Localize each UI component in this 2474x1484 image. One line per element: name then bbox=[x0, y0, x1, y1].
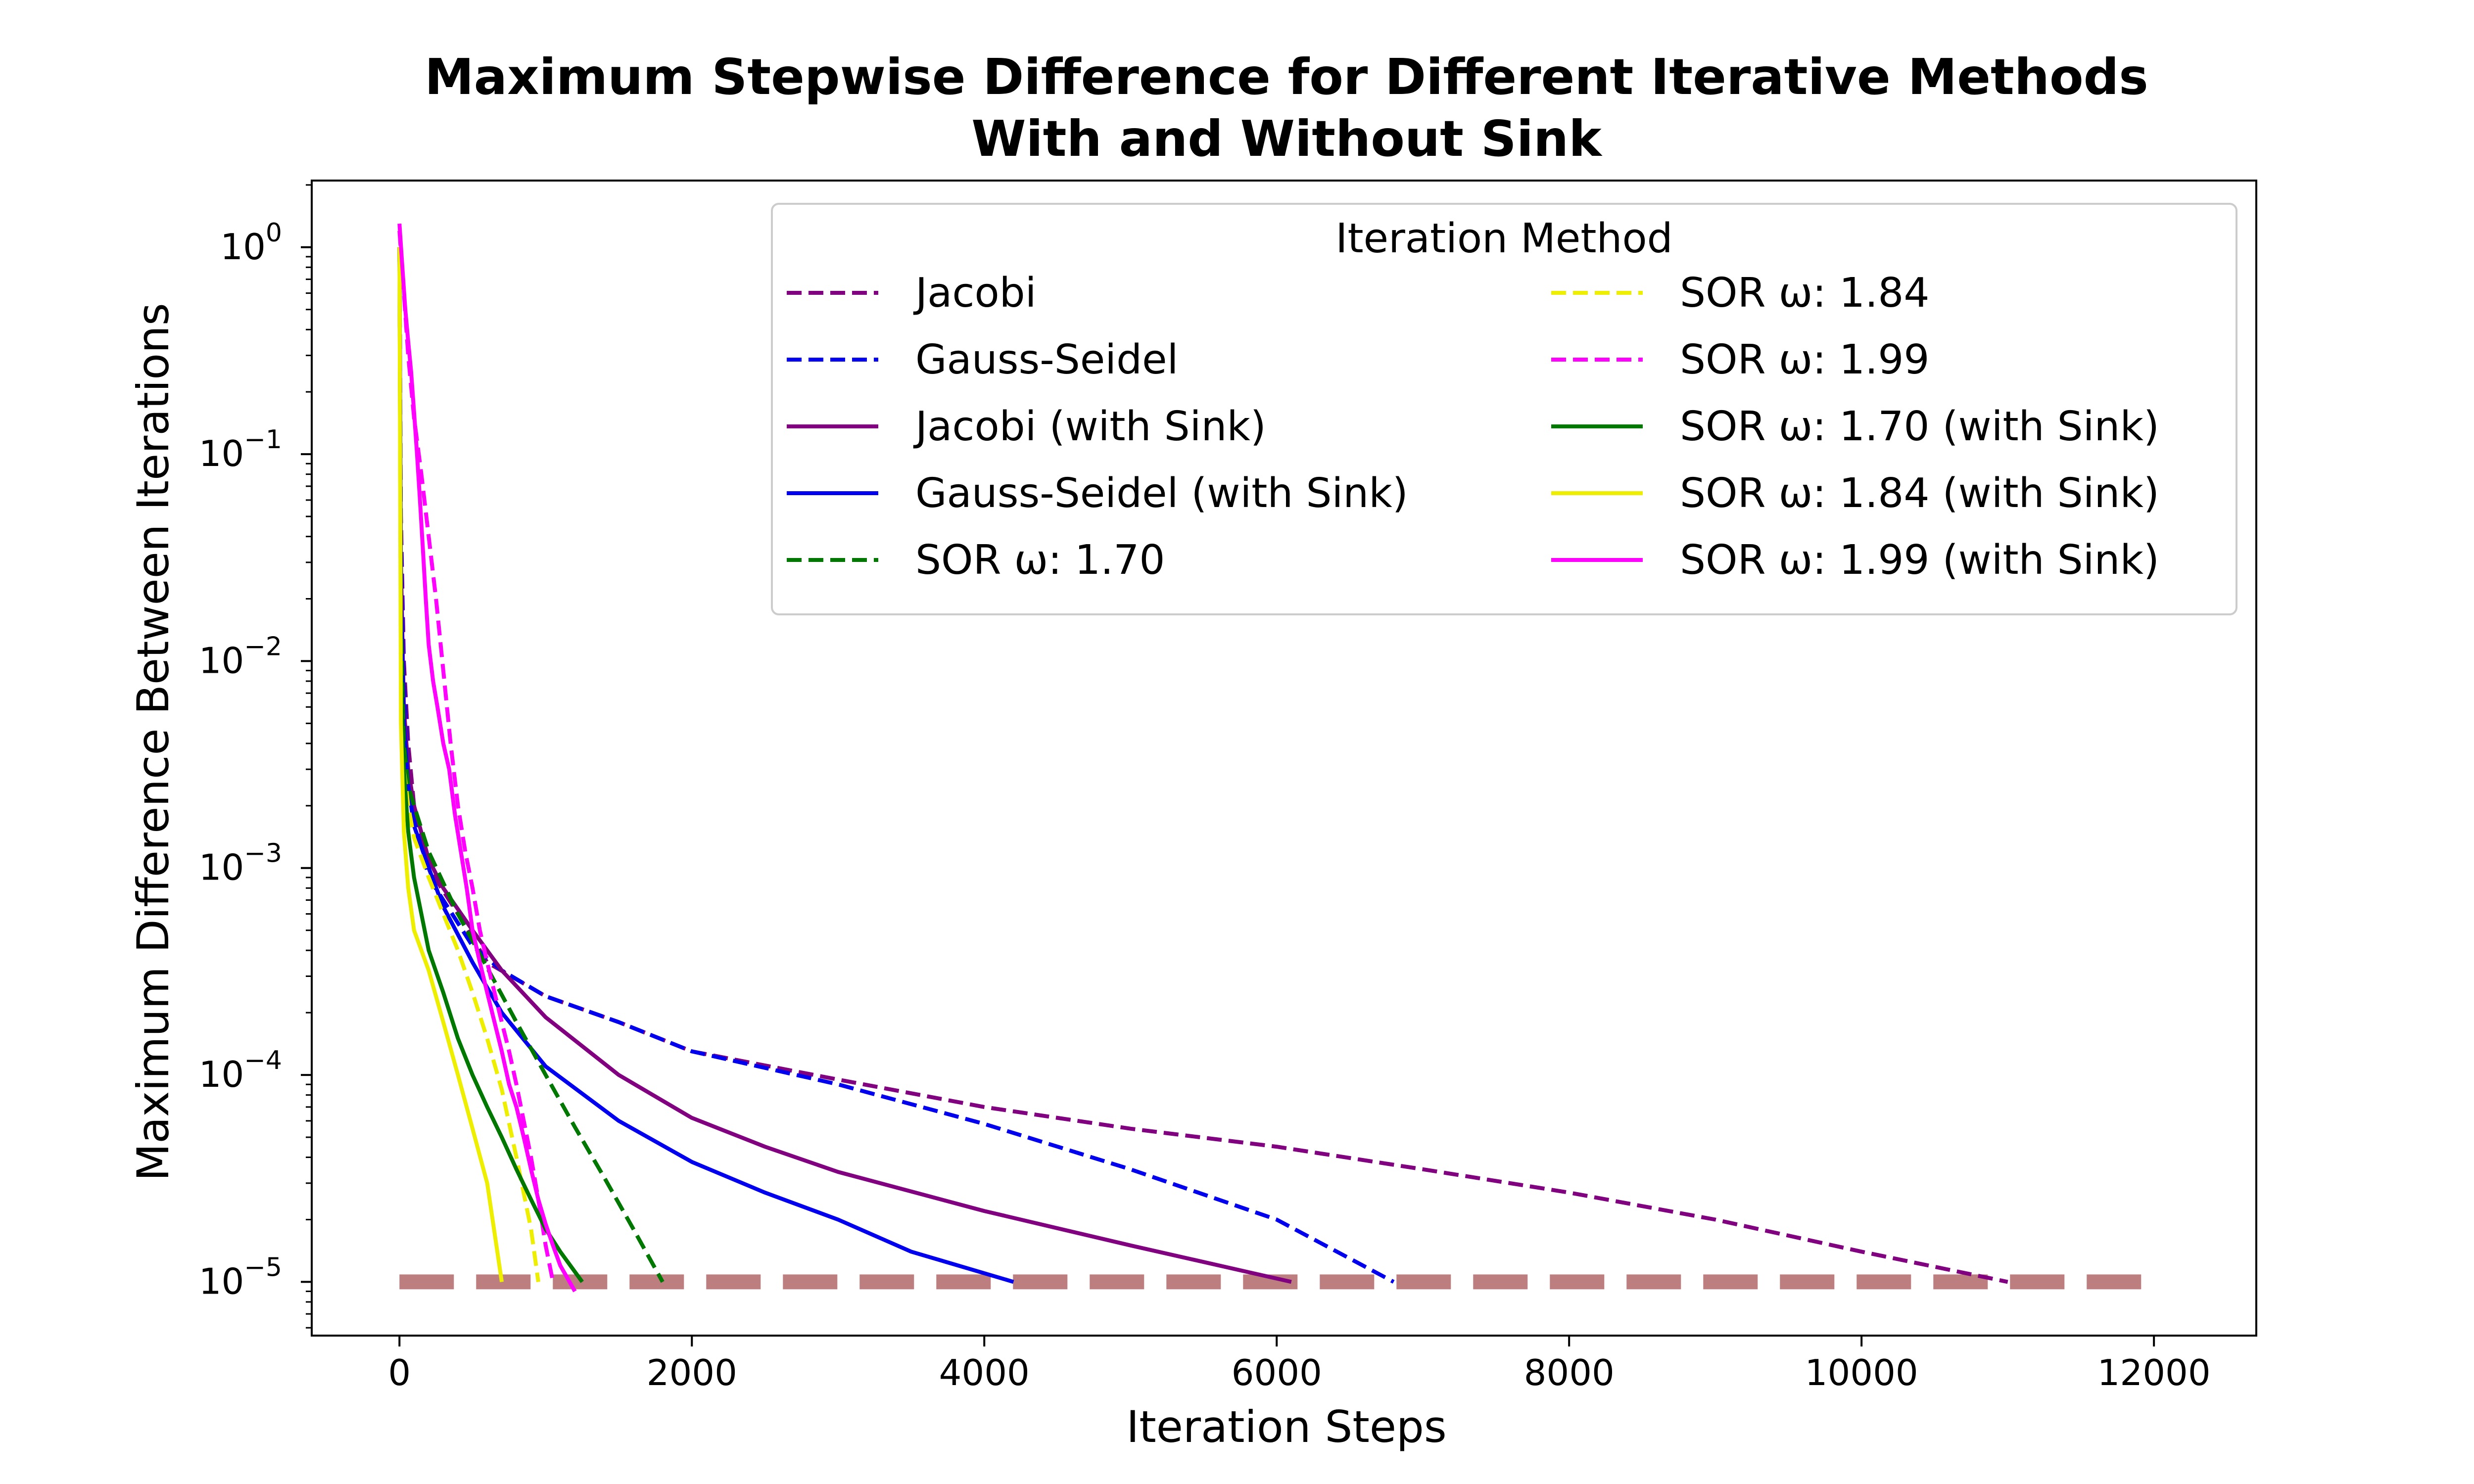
y-tick-label: 10−2 bbox=[199, 632, 282, 681]
legend: Iteration Method Jacobi Gauss-Seidel Jacobi… bbox=[771, 203, 2237, 615]
x-tick-label: 6000 bbox=[1232, 1352, 1322, 1393]
y-tick-label: 10−3 bbox=[199, 839, 282, 888]
legend-title: Iteration Method bbox=[1335, 215, 1672, 262]
x-tick-label: 8000 bbox=[1524, 1352, 1615, 1393]
x-tick-label: 0 bbox=[388, 1352, 411, 1393]
x-tick-label: 10000 bbox=[1805, 1352, 1918, 1393]
chart-title-line-2: With and Without Sink bbox=[971, 110, 1603, 168]
legend-entry-label: Gauss-Seidel (with Sink) bbox=[915, 470, 1408, 517]
y-tick-label: 10−5 bbox=[199, 1252, 282, 1302]
plot-frame bbox=[311, 180, 2257, 1337]
legend-entry-label: SOR ω: 1.70 bbox=[915, 537, 1165, 584]
y-tick-label: 10−1 bbox=[199, 425, 282, 474]
chart-title-line-1: Maximum Stepwise Difference for Differen… bbox=[425, 48, 2148, 106]
series-line-8 bbox=[397, 247, 584, 1283]
axes: 0 2000 4000 6000 8000 10000 12000 100 10−1 10−2 10… bbox=[199, 180, 2257, 1393]
x-tick-label: 4000 bbox=[939, 1352, 1030, 1393]
x-axis-label: Iteration Steps bbox=[1126, 1401, 1446, 1452]
legend-entry-label: Jacobi (with Sink) bbox=[913, 403, 1266, 450]
legend-entry-label: SOR ω: 1.70 (with Sink) bbox=[1680, 403, 2159, 450]
legend-entry-label: Gauss-Seidel bbox=[915, 336, 1178, 383]
x-tick-label: 12000 bbox=[2097, 1352, 2211, 1393]
y-axis-label: Maximum Difference Between Iterations bbox=[128, 303, 179, 1181]
x-tick-label: 2000 bbox=[647, 1352, 737, 1393]
legend-box bbox=[771, 203, 2237, 615]
y-tick-label: 10−4 bbox=[199, 1046, 282, 1095]
chart-title: Maximum Stepwise Difference for Differen… bbox=[425, 48, 2148, 168]
legend-entry-label: Jacobi bbox=[913, 270, 1037, 317]
legend-entry-label: SOR ω: 1.99 (with Sink) bbox=[1680, 537, 2159, 584]
legend-entry-label: SOR ω: 1.84 bbox=[1680, 270, 1930, 317]
legend-entry-label: SOR ω: 1.99 bbox=[1680, 336, 1930, 383]
series-line-10 bbox=[397, 223, 577, 1293]
series-group bbox=[397, 223, 2154, 1293]
y-tick-label: 100 bbox=[220, 218, 282, 268]
plot-area bbox=[397, 223, 2154, 1293]
legend-entry-label: SOR ω: 1.84 (with Sink) bbox=[1680, 470, 2159, 517]
series-line-9 bbox=[397, 247, 504, 1282]
